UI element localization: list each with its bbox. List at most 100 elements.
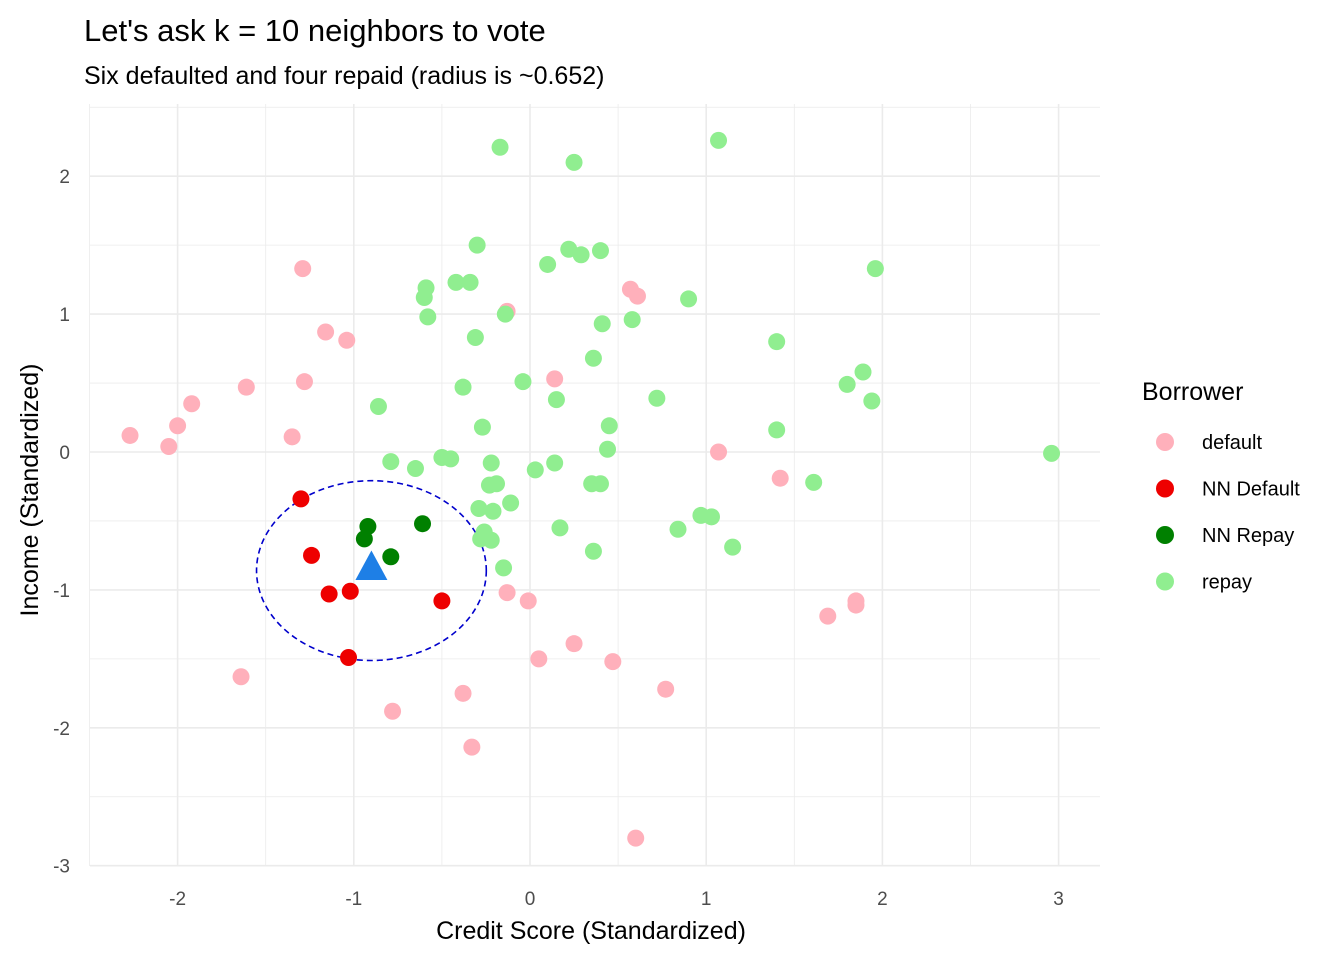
point-repay <box>447 273 465 291</box>
x-tick-label: 3 <box>1053 889 1064 910</box>
legend-key-nn-default <box>1156 479 1174 498</box>
point-repay <box>419 308 437 326</box>
point-repay <box>572 246 590 264</box>
point-nn-repay <box>382 548 400 566</box>
point-repay <box>514 373 532 391</box>
point-default <box>519 592 537 610</box>
point-repay <box>600 417 618 435</box>
point-repay <box>866 260 884 278</box>
point-default <box>283 428 301 446</box>
point-nn-default <box>320 585 338 603</box>
circle-layer <box>255 479 488 662</box>
point-repay <box>648 389 666 407</box>
point-default <box>819 607 837 625</box>
point-repay <box>623 311 641 329</box>
point-default <box>121 426 139 444</box>
legend: Borrower default NN Default NN Repay repay <box>1142 378 1300 594</box>
chart-title: Let's ask k = 10 neighbors to vote <box>84 13 546 48</box>
legend-key-default <box>1156 433 1174 451</box>
point-repay <box>551 519 569 537</box>
point-repay <box>466 329 484 347</box>
point-repay <box>461 273 479 291</box>
point-default <box>710 443 728 461</box>
chart-subtitle: Six defaulted and four repaid (radius is… <box>84 62 604 90</box>
point-default <box>627 829 645 847</box>
x-tick-label: -1 <box>345 889 362 910</box>
point-repay <box>680 290 698 308</box>
legend-label-nn-default: NN Default <box>1202 479 1300 501</box>
point-nn-default <box>292 490 310 508</box>
point-repay <box>584 542 602 560</box>
legend-label-nn-repay: NN Repay <box>1202 525 1294 547</box>
point-repay <box>565 153 583 171</box>
x-axis-label: Credit Score (Standardized) <box>436 917 746 945</box>
point-repay <box>1043 444 1061 462</box>
point-default <box>294 260 312 278</box>
point-nn-default <box>433 592 451 610</box>
point-repay <box>724 538 742 556</box>
point-repay <box>805 473 823 491</box>
point-repay <box>547 391 565 409</box>
y-tick-label: -3 <box>53 857 70 878</box>
point-repay <box>669 520 687 538</box>
point-repay <box>484 502 502 520</box>
point-repay <box>599 440 617 458</box>
point-repay <box>863 392 881 410</box>
point-repay <box>546 454 564 472</box>
query-layer <box>355 550 388 581</box>
y-axis-ticks: -3 -2 -1 0 1 2 <box>53 167 70 878</box>
legend-title: Borrower <box>1142 378 1243 406</box>
point-default <box>384 702 402 720</box>
point-default <box>237 378 255 396</box>
point-default <box>183 395 201 413</box>
point-default <box>463 738 481 756</box>
point-repay <box>454 378 472 396</box>
point-repay <box>470 500 488 518</box>
x-tick-label: 0 <box>525 889 536 910</box>
point-default <box>169 417 187 435</box>
point-repay <box>768 333 786 351</box>
point-repay <box>369 397 387 415</box>
point-default <box>657 680 675 698</box>
point-nn-default <box>303 546 321 564</box>
points-layer <box>121 131 1061 847</box>
point-repay <box>382 453 400 471</box>
x-tick-label: 1 <box>701 889 712 910</box>
point-repay <box>539 255 557 273</box>
point-repay <box>496 305 514 323</box>
y-tick-label: 1 <box>59 305 70 326</box>
point-repay <box>768 421 786 439</box>
point-repay <box>495 559 513 577</box>
point-default <box>295 373 313 391</box>
legend-items: default NN Default NN Repay repay <box>1156 432 1300 594</box>
point-default <box>847 596 865 614</box>
point-repay <box>482 454 500 472</box>
point-repay <box>473 418 491 436</box>
point-default <box>317 323 335 341</box>
point-repay <box>502 494 520 512</box>
point-nn-repay <box>414 515 432 533</box>
point-repay <box>702 508 720 526</box>
point-repay <box>415 289 433 307</box>
point-repay <box>838 375 856 393</box>
point-default <box>232 668 250 686</box>
point-default <box>604 653 622 671</box>
point-repay <box>854 363 872 381</box>
point-default <box>530 650 548 668</box>
point-nn-default <box>341 582 359 600</box>
point-repay <box>488 475 506 493</box>
point-repay <box>591 475 609 493</box>
point-repay <box>442 450 460 468</box>
x-tick-label: -2 <box>169 889 186 910</box>
y-tick-label: -1 <box>53 581 70 602</box>
point-default <box>771 469 789 487</box>
point-repay <box>482 531 500 549</box>
point-default <box>498 584 516 602</box>
x-tick-label: 2 <box>877 889 888 910</box>
point-repay <box>406 460 424 478</box>
legend-key-nn-repay <box>1156 526 1174 544</box>
point-repay <box>526 461 544 479</box>
legend-label-default: default <box>1202 432 1262 454</box>
grid-layer <box>89 104 1100 867</box>
